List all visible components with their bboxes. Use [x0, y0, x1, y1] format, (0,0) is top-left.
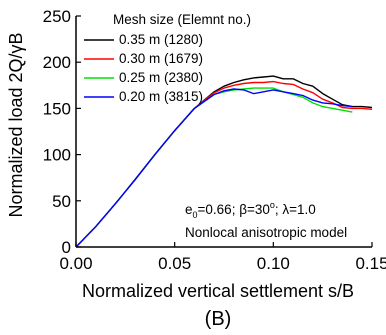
series-layer: [75, 75, 373, 248]
panel-label: (B): [205, 308, 232, 330]
legend-item-label: 0.35 m (1280): [119, 32, 203, 47]
y-axis-label: Normalized load 2Q/γB: [6, 32, 26, 217]
x-axis-label: Normalized vertical settlement s/B: [82, 281, 354, 301]
y-tick-label: 50: [52, 192, 71, 211]
x-tick-label: 0.15: [355, 254, 386, 273]
y-tick-label: 200: [43, 53, 71, 72]
legend-title: Mesh size (Elemnt no.): [113, 12, 251, 27]
legend-item-label: 0.20 m (3815): [119, 89, 203, 104]
x-tick-label: 0.00: [59, 254, 92, 273]
axes: [75, 16, 372, 248]
model-annotation: Nonlocal anisotropic model: [185, 225, 347, 240]
parameter-annotation: e0=0.66; β=30o; λ=1.0: [185, 200, 316, 220]
legend-item-label: 0.25 m (2380): [119, 70, 203, 85]
legend-item-label: 0.30 m (1679): [119, 51, 203, 66]
series-line-2: [75, 80, 373, 248]
legend: Mesh size (Elemnt no.) 0.35 m (1280) 0.30 …: [84, 12, 251, 104]
series-line-4: [75, 88, 353, 248]
y-tick-label: 100: [43, 146, 71, 165]
x-tick-label: 0.05: [158, 254, 191, 273]
y-tick-label: 0: [62, 238, 71, 257]
y-tick-label: 150: [43, 99, 71, 118]
series-line-3: [75, 87, 353, 248]
x-tick-label: 0.10: [257, 254, 290, 273]
ticks-layer: 0.00 0.05 0.10 0.15 0 50 100 150 200 250: [43, 7, 386, 273]
y-tick-label: 250: [43, 7, 71, 26]
